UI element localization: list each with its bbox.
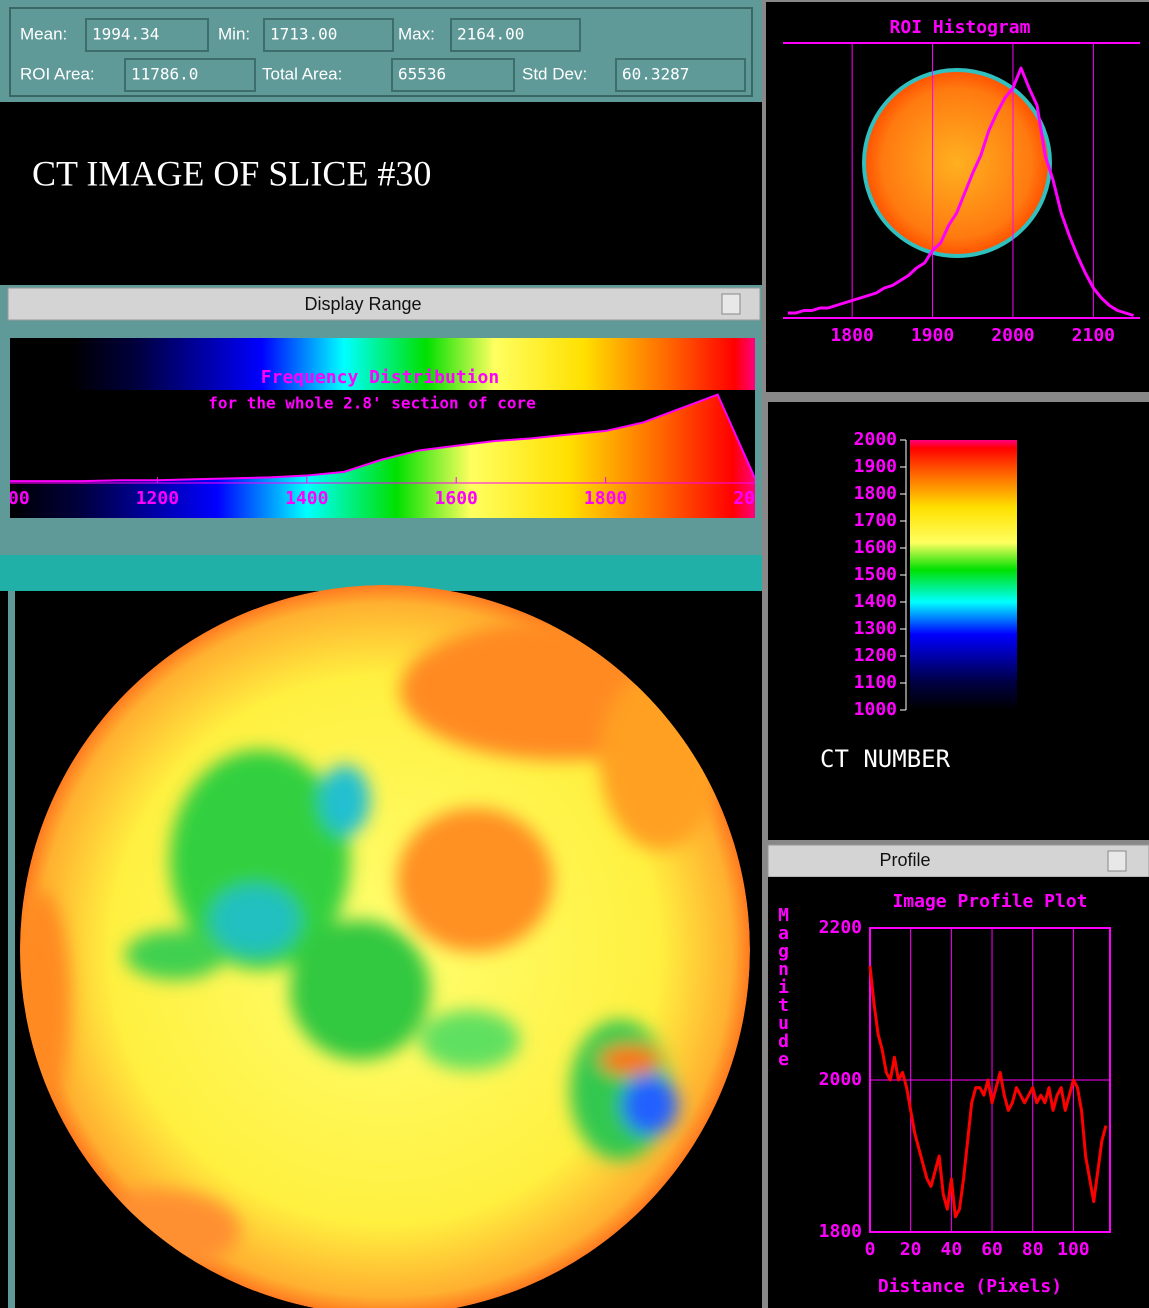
- y-tick-label: 1100: [854, 672, 897, 693]
- field-value: 11786.0: [131, 65, 198, 84]
- axis-band: [8, 483, 755, 518]
- field-label: Mean:: [20, 24, 67, 43]
- title-area: [8, 102, 760, 285]
- x-tick-label: 1800: [830, 325, 873, 346]
- x-tick-label: 80: [1022, 1239, 1044, 1260]
- minimize-button[interactable]: [722, 294, 740, 314]
- y-tick-label: 1800: [854, 483, 897, 504]
- field-value: 60.3287: [622, 65, 689, 84]
- field-value: 2164.00: [457, 25, 524, 44]
- x-tick-label: 1600: [435, 488, 478, 509]
- y-tick-label: 1000: [854, 699, 897, 720]
- screen: Mean: 1994.34 Min: 1713.00 Max: 2164.00 ROI Ar…: [0, 0, 1149, 1308]
- y-tick-label: 2000: [854, 429, 897, 450]
- field-value: 65536: [398, 65, 446, 84]
- window-edge: [8, 591, 15, 1308]
- y-tick-label: 1900: [854, 456, 897, 477]
- x-tick-label: 100: [1057, 1239, 1090, 1260]
- window-title: Display Range: [304, 294, 421, 314]
- y-tick-label: 1200: [854, 645, 897, 666]
- field-label: ROI Area:: [20, 64, 95, 83]
- x-tick-label: 2100: [1072, 325, 1115, 346]
- x-tick-label: 1400: [285, 488, 328, 509]
- x-tick-label: 20: [900, 1239, 922, 1260]
- x-axis-label: CT NUMBER: [820, 745, 951, 773]
- page: {"stats": [ {"label": "Mean:", "value": …: [0, 0, 1149, 1308]
- x-tick-label: 1800: [584, 488, 627, 509]
- x-tick-label: 0: [865, 1239, 876, 1260]
- field-label: Min:: [218, 24, 250, 43]
- y-tick-label: 1800: [819, 1221, 862, 1242]
- title-bar: [768, 845, 1149, 877]
- x-tick-label: 2000: [991, 325, 1034, 346]
- window-title: Profile: [879, 850, 930, 870]
- field-label: Total Area:: [262, 64, 342, 83]
- roi-thumbnail: [864, 70, 1050, 256]
- x-tick-label: 1200: [136, 488, 179, 509]
- x-axis-label: Distance (Pixels): [878, 1276, 1062, 1297]
- y-tick-label: 1300: [854, 618, 897, 639]
- y-tick-label: 2000: [819, 1069, 862, 1090]
- field-label: Std Dev:: [522, 64, 587, 83]
- y-tick-label: 1400: [854, 591, 897, 612]
- y-tick-label: 1500: [854, 564, 897, 585]
- field-value: 1713.00: [270, 25, 337, 44]
- y-axis-label: Magnitude: [773, 905, 794, 1067]
- x-tick-label: 1900: [911, 325, 954, 346]
- image-title: CT IMAGE OF SLICE #30: [32, 153, 431, 193]
- minimize-button[interactable]: [1108, 851, 1126, 871]
- y-tick-label: 2200: [819, 917, 862, 938]
- chart-title: Image Profile Plot: [892, 891, 1087, 912]
- x-tick-label: 60: [981, 1239, 1003, 1260]
- y-tick-label: 1600: [854, 537, 897, 558]
- y-tick-label: 1700: [854, 510, 897, 531]
- field-label: Max:: [398, 24, 435, 43]
- x-tick-label: 40: [941, 1239, 963, 1260]
- chart-title: ROI Histogram: [890, 17, 1031, 38]
- field-value: 1994.34: [92, 25, 159, 44]
- chart-title: Frequency Distribution: [261, 367, 499, 388]
- color-scale: [910, 440, 1017, 710]
